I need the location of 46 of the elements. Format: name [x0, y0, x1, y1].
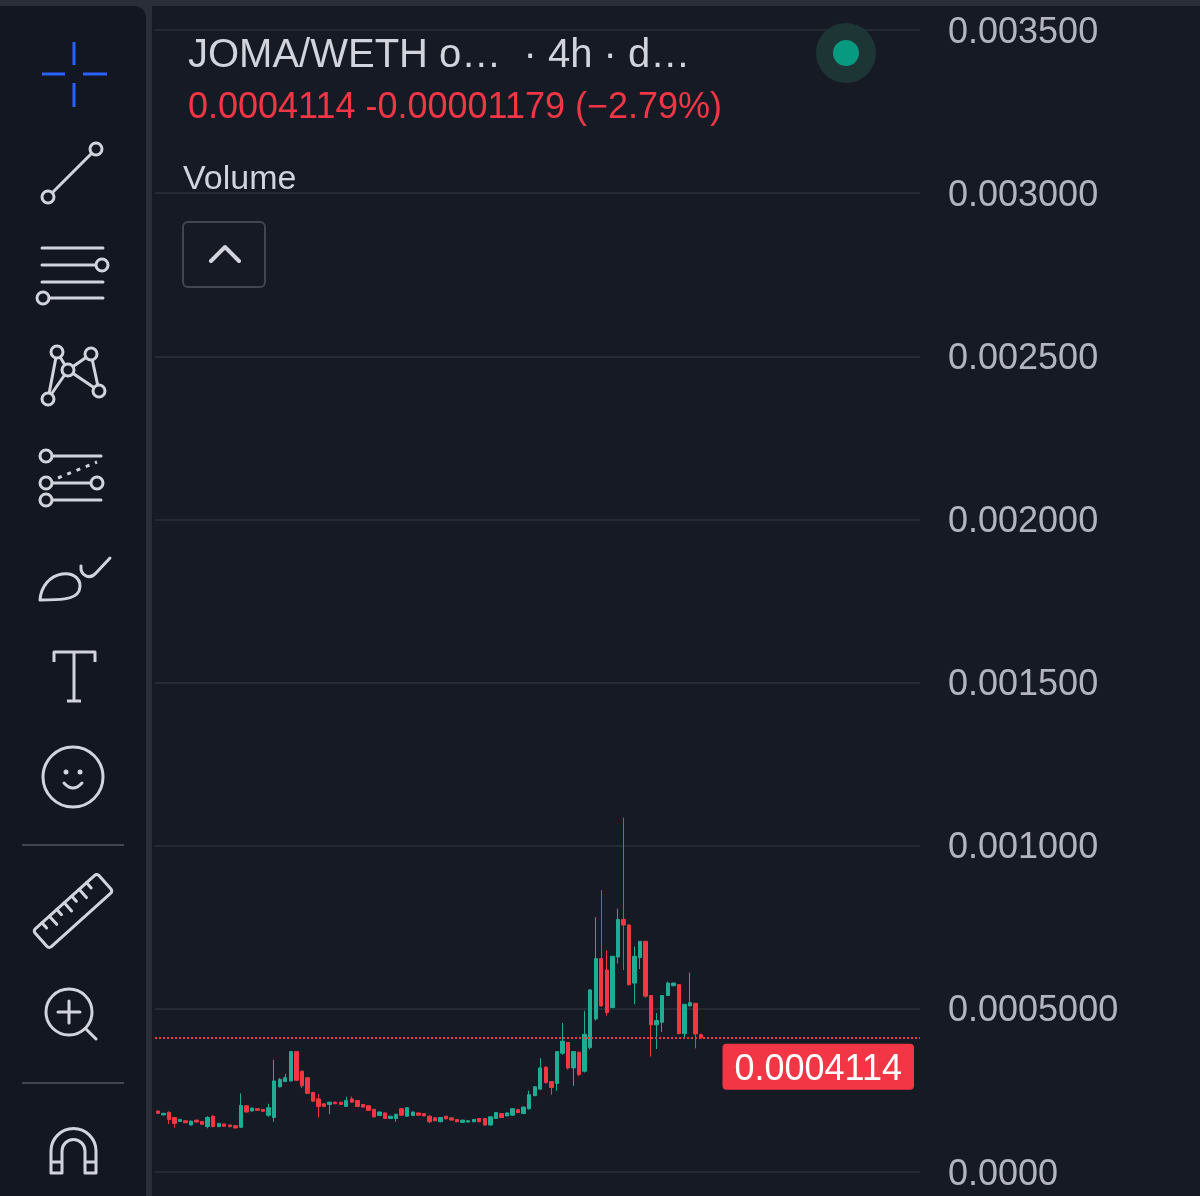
- candlestick: [566, 1041, 570, 1071]
- candlestick: [383, 1112, 387, 1120]
- y-tick-label: 0.002500: [948, 335, 1099, 377]
- candlestick: [477, 1117, 481, 1123]
- y-tick-label: 0.003000: [948, 172, 1099, 214]
- candlestick: [483, 1117, 487, 1127]
- ref-line-label: 0.0004114: [734, 1047, 902, 1089]
- candlestick: [339, 1101, 343, 1106]
- candlestick: [399, 1107, 404, 1117]
- candlestick: [599, 889, 603, 1008]
- y-tick-label: 0.002000: [948, 498, 1099, 540]
- candlestick: [571, 1050, 576, 1087]
- candlestick: [183, 1119, 188, 1124]
- y-tick-label: 0.003500: [948, 9, 1099, 51]
- candlestick: [405, 1106, 409, 1118]
- candlestick: [605, 949, 609, 1017]
- candlestick: [499, 1112, 504, 1119]
- y-tick-label: 0.001000: [948, 825, 1099, 867]
- y-tick-label: 0.0005000: [948, 988, 1119, 1030]
- candlestick: [516, 1108, 520, 1114]
- annotation: Volume: [183, 158, 297, 196]
- y-tick-label: 0.0000: [948, 1151, 1059, 1193]
- candlestick: [156, 1109, 160, 1115]
- candlestick: [189, 1120, 193, 1126]
- candlestick: [239, 1092, 243, 1129]
- candlestick: [344, 1096, 348, 1108]
- candlestick: [222, 1123, 226, 1128]
- candlestick: [161, 1112, 166, 1116]
- candlestick: [327, 1101, 332, 1115]
- chart-title: JOMA/WETH o… · 4h · d…: [188, 31, 691, 75]
- candlestick: [472, 1118, 476, 1123]
- candlestick: [438, 1116, 443, 1123]
- text: 0.0004114 -0.00001179 (−2.79%): [188, 84, 723, 126]
- candlestick: [289, 1050, 293, 1083]
- y-tick-label: 0.001500: [948, 662, 1099, 704]
- candlestick: [594, 916, 598, 1022]
- candlestick: [205, 1115, 210, 1129]
- candlestick: [217, 1122, 221, 1128]
- candlestick: [377, 1111, 382, 1117]
- candlestick: [577, 1051, 581, 1077]
- candlestick: [250, 1107, 254, 1112]
- candlestick: [677, 983, 681, 1035]
- candlestick: [411, 1111, 415, 1117]
- candlestick: [178, 1118, 182, 1123]
- candlestick: [211, 1114, 215, 1128]
- candlestick: [244, 1104, 249, 1114]
